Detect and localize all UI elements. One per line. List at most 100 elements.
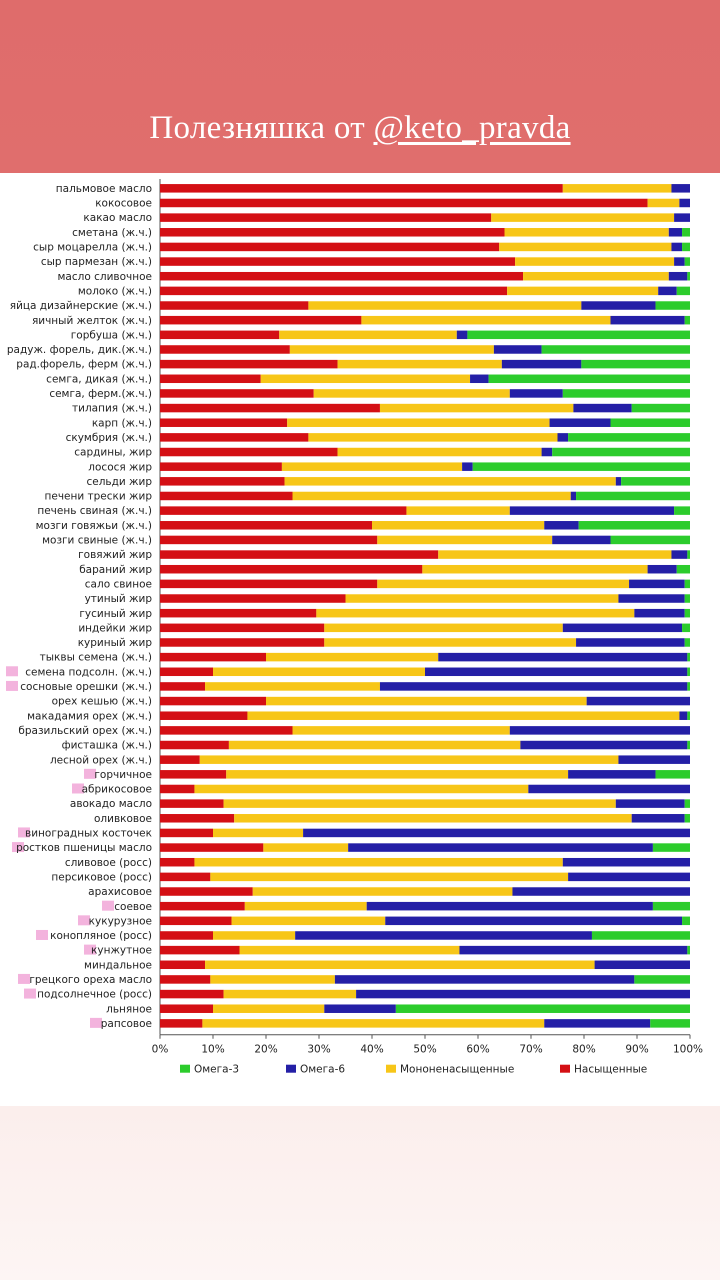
category-label: мозги свиные (ж.ч.) [42, 535, 152, 547]
category-label: персиковое (росс) [51, 871, 152, 883]
bar-segment [687, 711, 690, 720]
bar-segment [687, 550, 690, 559]
bar-segment [684, 594, 690, 603]
bar-segment [528, 784, 690, 794]
bar-segment [682, 623, 690, 633]
legend-label: Насыщенные [574, 1064, 647, 1076]
bar-segment [160, 564, 423, 574]
bar-segment [160, 828, 213, 838]
bar-segment [652, 901, 690, 911]
category-label: сало свиное [85, 578, 152, 590]
x-tick-label: 70% [519, 1044, 542, 1056]
bar-segment [379, 682, 688, 691]
bar-segment [501, 359, 582, 369]
bar-segment [289, 345, 494, 354]
bar-segment [160, 667, 213, 677]
legend-swatch [386, 1064, 396, 1073]
bar-segment [562, 623, 683, 633]
bar-segment [684, 257, 690, 266]
bar-segment [160, 623, 325, 633]
bar-segment [194, 857, 563, 867]
category-label: индейки жир [78, 622, 152, 634]
bar-segment [160, 403, 380, 413]
bar-segment [361, 315, 611, 325]
x-tick-label: 10% [201, 1044, 224, 1056]
category-label: мозги говяжьи (ж.ч.) [36, 520, 152, 532]
bar-segment [406, 506, 510, 515]
category-label: сыр пармезан (ж.ч.) [41, 256, 152, 268]
bar-segment [260, 374, 471, 384]
bar-segment [160, 418, 288, 427]
category-label: подсолнечное (росс) [37, 989, 152, 1001]
bar-segment [160, 872, 211, 882]
x-tick-label: 0% [152, 1044, 169, 1056]
header-banner: Полезняшка от @keto_pravda [0, 0, 720, 173]
highlight-marker [78, 915, 90, 926]
bar-segment [470, 374, 489, 384]
bar-segment [228, 740, 521, 750]
bar-segment [160, 242, 500, 252]
x-tick-label: 90% [625, 1044, 648, 1056]
fat-composition-chart: 0% 10% 20% 30% 40% 50% 60% 70% 80% 90% 100% пальмов… [6, 179, 703, 1076]
bar-segment [345, 594, 619, 603]
header-handle-link[interactable]: @keto_pravda [373, 110, 571, 146]
bar-segment [668, 228, 683, 237]
bar-segment [634, 608, 685, 618]
bar-segment [160, 638, 325, 647]
bar-segment [684, 799, 690, 808]
category-label: оливковое [94, 813, 152, 825]
category-label: карп (ж.ч.) [92, 417, 152, 429]
category-label: кунжутное [91, 945, 152, 957]
legend-swatch [180, 1064, 190, 1073]
bar-segment [684, 638, 690, 647]
bar-segment [488, 374, 690, 384]
x-tick-label: 40% [360, 1044, 383, 1056]
legend-swatch [286, 1064, 296, 1073]
bar-segment [541, 447, 553, 457]
bar-segment [287, 418, 550, 427]
bar-segment [631, 814, 685, 823]
bar-segment [687, 652, 690, 662]
bar-segment [544, 521, 579, 530]
bar-segment [671, 550, 688, 559]
bar-segment [581, 301, 656, 310]
bar-segment [316, 608, 635, 618]
highlight-marker [84, 944, 96, 955]
bar-segment [160, 433, 309, 442]
category-label: виноградных косточек [25, 828, 152, 840]
bar-segment [160, 857, 195, 867]
bar-segment [679, 198, 690, 208]
x-tick-label: 30% [307, 1044, 330, 1056]
bar-segment [284, 477, 616, 486]
bar-segment [160, 521, 372, 530]
bar-segment [576, 638, 685, 647]
bar-segment [515, 257, 675, 266]
bar-segment [205, 960, 595, 970]
bar-segment [356, 989, 690, 999]
category-label: сардины, жир [74, 447, 152, 459]
bar-segment [334, 975, 635, 984]
category-label: яичный желток (ж.ч.) [32, 315, 152, 327]
category-label: миндальное [84, 959, 152, 971]
bar-segment [684, 579, 690, 589]
bar-segment [562, 184, 672, 193]
bar-segment [160, 286, 508, 296]
bar-segment [160, 916, 232, 926]
bar-segment [202, 1019, 545, 1028]
bar-segment [324, 1004, 396, 1013]
bar-segment [684, 608, 690, 618]
bar-segment [377, 535, 553, 545]
bar-segment [213, 931, 296, 940]
bar-segment [160, 843, 264, 852]
bar-segment [504, 228, 669, 237]
bar-segment [658, 286, 677, 296]
bar-segment [573, 403, 632, 413]
highlight-marker [12, 842, 24, 853]
bar-segment [160, 579, 378, 589]
bar-segment [160, 535, 378, 545]
bar-segment [160, 359, 338, 369]
bar-segment [252, 887, 513, 896]
bar-segment [621, 477, 690, 486]
category-label: абрикосовое [82, 784, 152, 796]
bar-segment [160, 608, 317, 618]
